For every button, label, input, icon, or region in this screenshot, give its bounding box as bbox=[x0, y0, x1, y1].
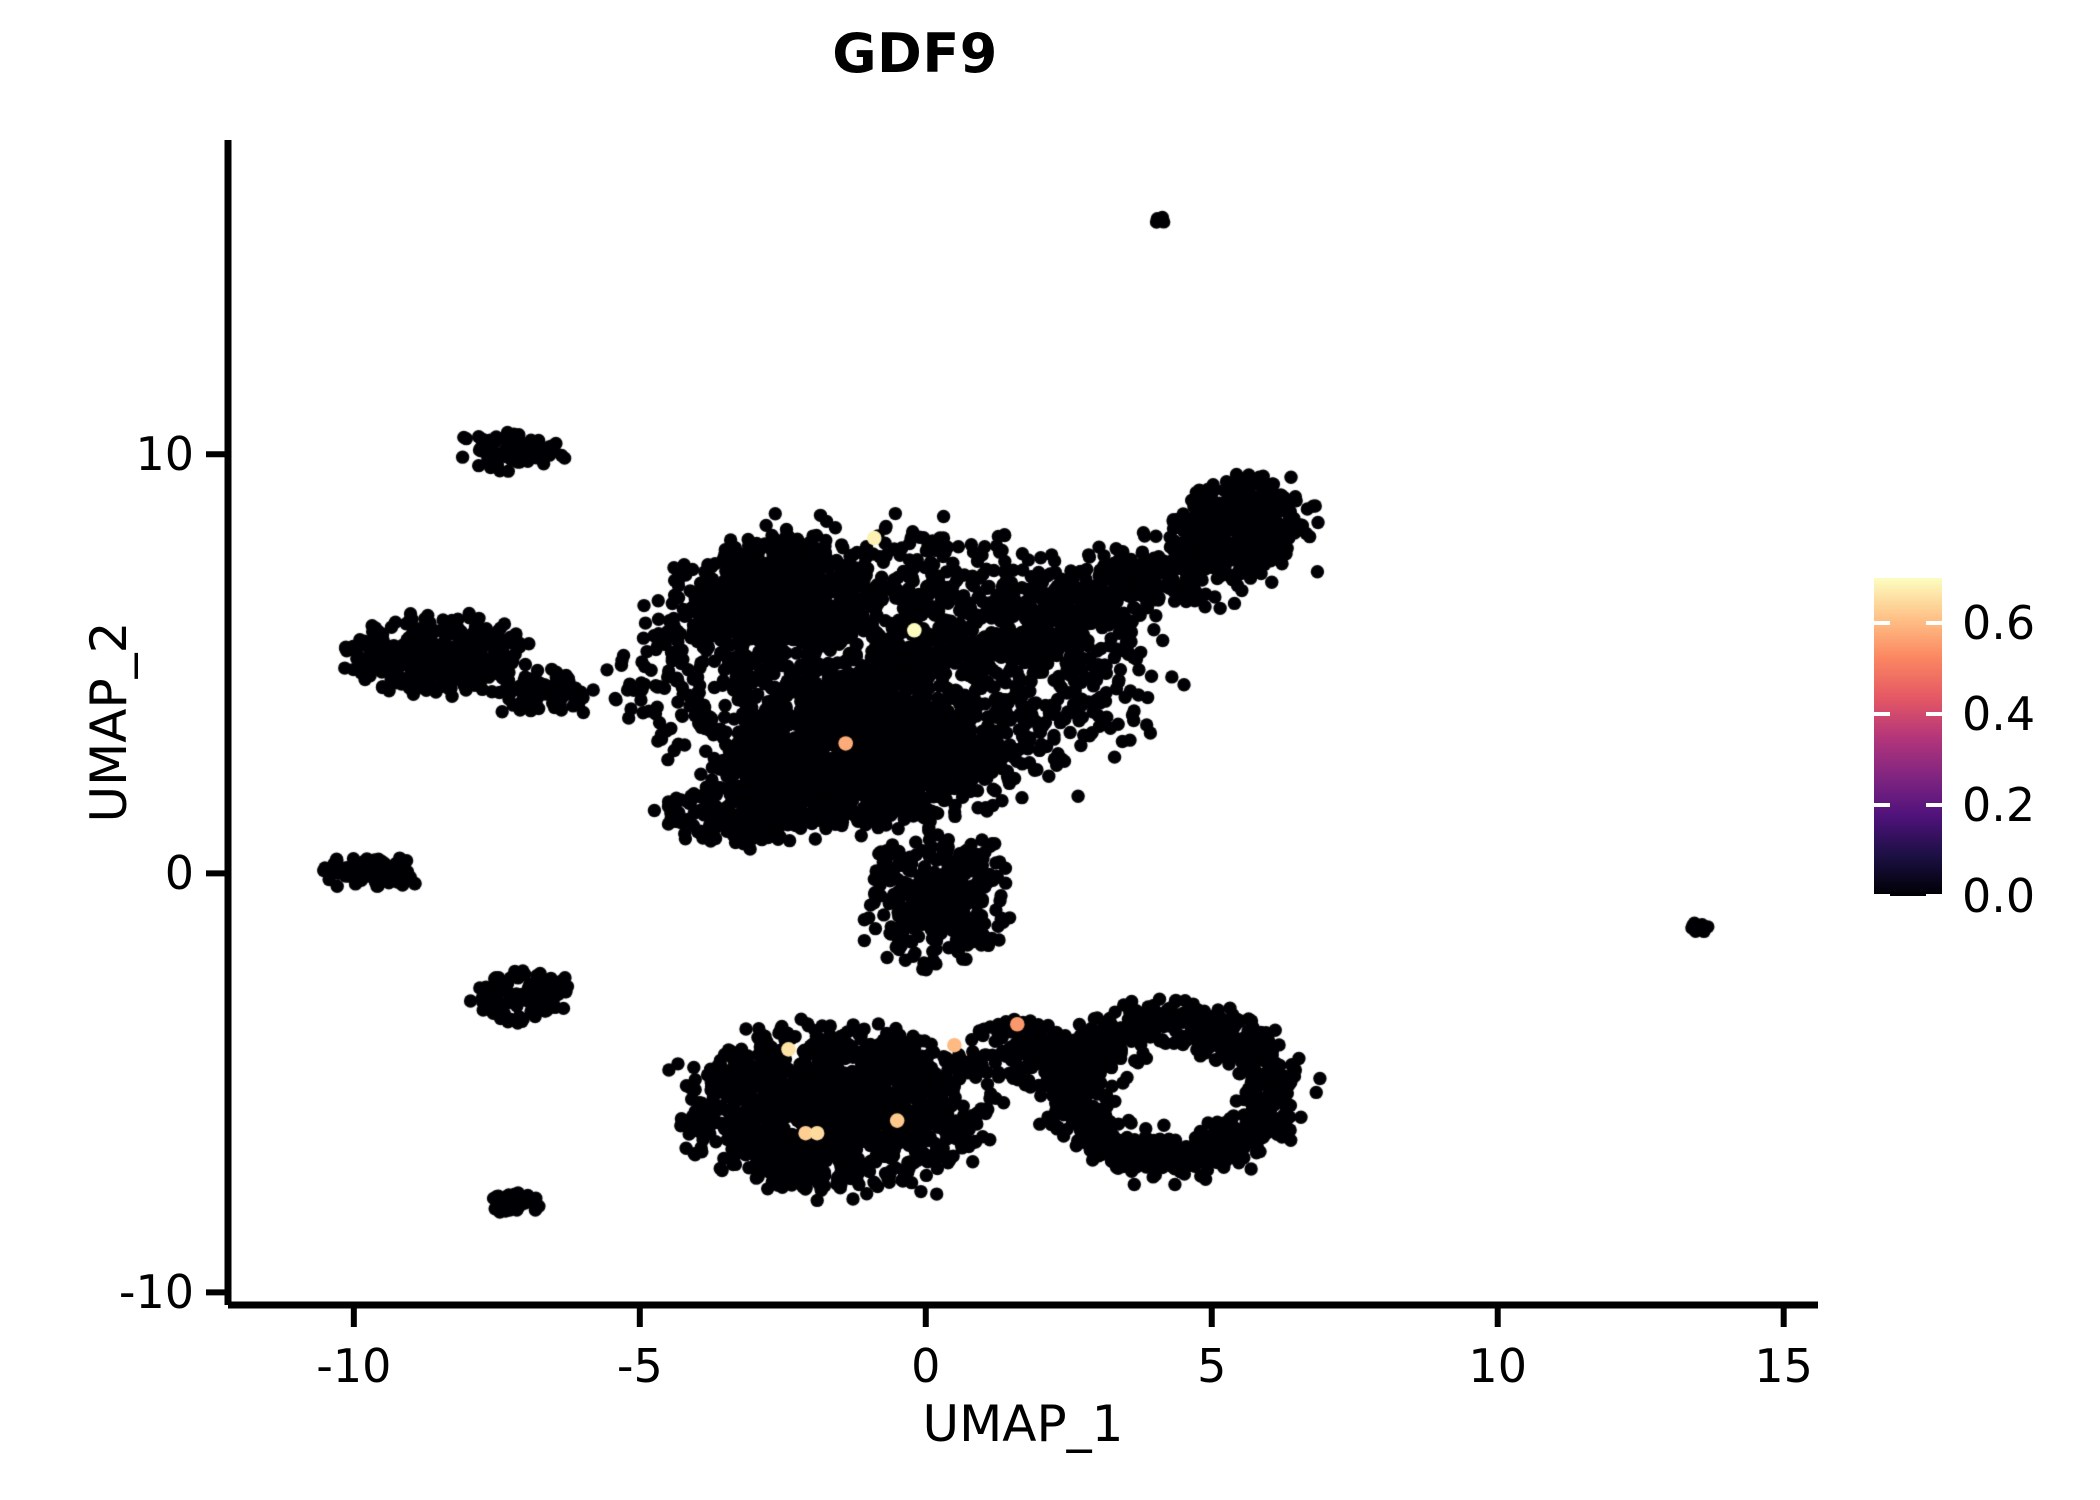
x-tick-label: 15 bbox=[1754, 1339, 1813, 1393]
colorbar-tick-mark bbox=[1874, 894, 1890, 898]
colorbar-tick-mark bbox=[1874, 621, 1890, 626]
y-tick-label: 10 bbox=[135, 427, 194, 482]
x-tick-label: 5 bbox=[1197, 1339, 1227, 1393]
y-tick-label: 0 bbox=[164, 846, 194, 901]
colorbar-tick-mark bbox=[1926, 621, 1942, 626]
colorbar-tick-mark bbox=[1926, 894, 1942, 898]
colorbar-tick-label: 0.0 bbox=[1962, 869, 2036, 923]
x-axis-label: UMAP_1 bbox=[922, 1395, 1124, 1453]
x-tick-label: -5 bbox=[616, 1339, 663, 1393]
colorbar-tick-label: 0.6 bbox=[1962, 596, 2036, 651]
x-tick-label: 10 bbox=[1468, 1339, 1527, 1393]
y-tick-label: -10 bbox=[118, 1265, 194, 1320]
y-axis-label: UMAP_2 bbox=[80, 621, 138, 823]
colorbar-tick-label: 0.4 bbox=[1962, 687, 2036, 742]
x-tick-label: 0 bbox=[911, 1339, 941, 1393]
colorbar-tick-mark bbox=[1874, 712, 1890, 717]
colorbar-tick-mark bbox=[1874, 803, 1890, 808]
colorbar-tick-label: 0.2 bbox=[1962, 778, 2036, 833]
colorbar[interactable] bbox=[1874, 578, 1942, 896]
colorbar-tick-mark bbox=[1926, 712, 1942, 717]
x-tick-label: -10 bbox=[316, 1339, 392, 1393]
colorbar-tick-mark bbox=[1926, 803, 1942, 808]
